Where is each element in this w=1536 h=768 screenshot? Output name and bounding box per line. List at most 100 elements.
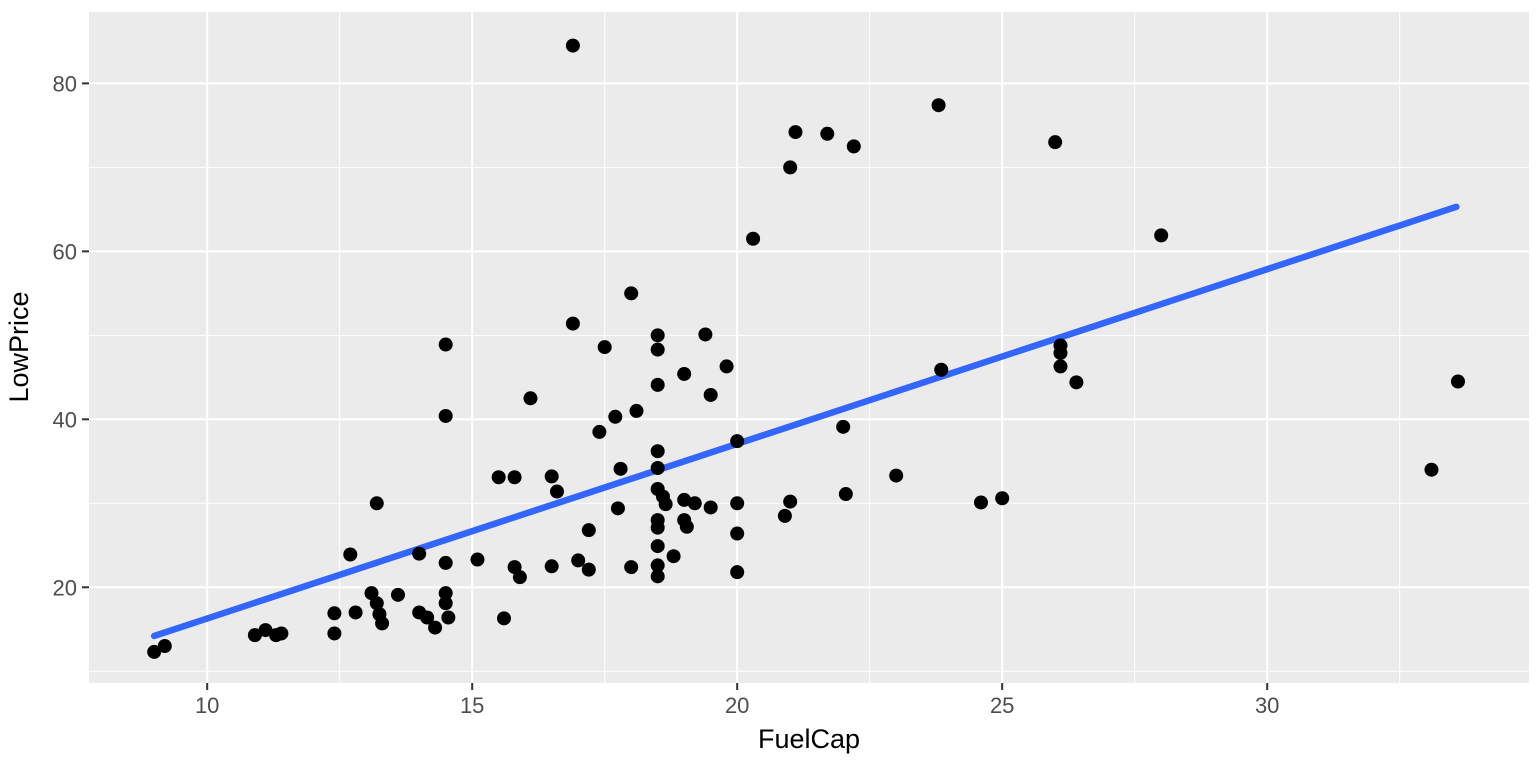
data-point xyxy=(650,377,665,392)
data-point xyxy=(327,626,342,641)
x-tick-label: 25 xyxy=(990,693,1014,718)
data-point xyxy=(746,231,761,246)
data-point xyxy=(624,286,639,301)
data-point xyxy=(608,409,623,424)
data-point xyxy=(369,596,384,611)
data-point xyxy=(730,526,745,541)
data-point xyxy=(274,626,289,641)
data-point xyxy=(666,549,681,564)
data-point xyxy=(658,497,673,512)
data-point xyxy=(679,519,694,534)
data-point xyxy=(348,605,363,620)
data-point xyxy=(650,539,665,554)
y-tick-label: 60 xyxy=(53,239,77,264)
data-point xyxy=(783,160,798,175)
x-axis-title: FuelCap xyxy=(758,724,860,754)
data-point xyxy=(1048,135,1063,150)
data-point xyxy=(703,500,718,515)
axis-ticks xyxy=(82,82,1269,690)
data-point xyxy=(629,403,644,418)
x-tick-label: 10 xyxy=(195,693,219,718)
data-point xyxy=(677,492,692,507)
data-point xyxy=(610,501,625,516)
data-point xyxy=(719,359,734,374)
minor-gridlines xyxy=(89,12,1529,683)
data-point xyxy=(581,562,596,577)
data-point xyxy=(147,644,162,659)
data-point xyxy=(565,316,580,331)
plot-panel-background xyxy=(89,12,1529,683)
x-tick-label: 20 xyxy=(725,693,749,718)
data-point xyxy=(973,495,988,510)
data-point xyxy=(783,494,798,509)
data-point xyxy=(650,461,665,476)
data-point xyxy=(730,434,745,449)
data-point xyxy=(788,125,803,140)
data-point xyxy=(624,560,639,575)
data-point xyxy=(581,523,596,538)
data-point xyxy=(565,38,580,53)
regression-line-layer xyxy=(150,203,1460,640)
data-point xyxy=(931,98,946,113)
data-point xyxy=(491,470,506,485)
y-tick-label: 20 xyxy=(53,575,77,600)
data-point xyxy=(650,558,665,573)
data-point xyxy=(369,496,384,511)
data-point xyxy=(438,555,453,570)
data-point xyxy=(650,328,665,343)
x-tick-label: 15 xyxy=(460,693,484,718)
data-point xyxy=(698,327,713,342)
data-point xyxy=(703,387,718,402)
data-point xyxy=(889,468,904,483)
data-point xyxy=(592,424,607,439)
y-tick-label: 40 xyxy=(53,407,77,432)
data-point xyxy=(650,342,665,357)
data-point xyxy=(1450,374,1465,389)
data-point xyxy=(677,366,692,381)
data-point xyxy=(327,606,342,621)
data-point xyxy=(1424,462,1439,477)
data-point xyxy=(777,508,792,523)
data-point xyxy=(571,553,586,568)
data-point xyxy=(730,565,745,580)
data-point xyxy=(820,126,835,141)
x-tick-label: 30 xyxy=(1255,693,1279,718)
data-point xyxy=(613,461,628,476)
major-gridlines xyxy=(89,12,1529,683)
data-point xyxy=(420,610,435,625)
regression-line xyxy=(150,203,1460,640)
data-point xyxy=(597,340,612,355)
data-point xyxy=(549,484,564,499)
data-point xyxy=(523,391,538,406)
data-point xyxy=(1053,345,1068,360)
data-point xyxy=(544,559,559,574)
data-point xyxy=(428,620,443,635)
data-point xyxy=(730,496,745,511)
data-point xyxy=(507,470,522,485)
data-point xyxy=(1053,359,1068,374)
data-point xyxy=(438,586,453,601)
data-point xyxy=(157,639,172,654)
data-point xyxy=(836,419,851,434)
data-point xyxy=(343,547,358,562)
data-point xyxy=(650,444,665,459)
y-axis-title: LowPrice xyxy=(4,291,34,402)
data-points-layer xyxy=(147,38,1465,659)
data-point xyxy=(438,596,453,611)
data-point xyxy=(1154,228,1169,243)
y-tick-label: 80 xyxy=(53,71,77,96)
axis-tick-labels: 10 15 20 25 30 20 40 60 80 xyxy=(53,71,1280,718)
data-point xyxy=(1069,375,1084,390)
data-point xyxy=(390,587,405,602)
data-point xyxy=(438,408,453,423)
data-point xyxy=(470,552,485,567)
data-point xyxy=(934,362,949,377)
data-point xyxy=(412,546,427,561)
data-point xyxy=(650,520,665,535)
data-point xyxy=(375,616,390,631)
data-point xyxy=(247,628,262,643)
data-point xyxy=(650,569,665,584)
data-point xyxy=(438,337,453,352)
